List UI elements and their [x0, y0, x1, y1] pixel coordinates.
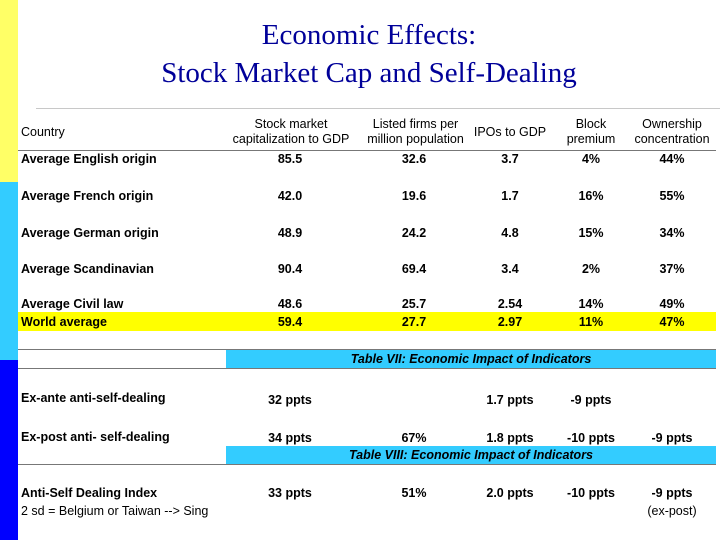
impact-row-label: Ex-post anti- self-dealing — [21, 430, 170, 444]
cell-own: 47% — [659, 315, 685, 329]
header-block-line2: premium — [566, 132, 616, 146]
row-label-world-average: World average — [21, 315, 107, 329]
header-block-line1: Block — [575, 117, 607, 131]
header-stock-cap: Stock market capitalization to GDP — [226, 117, 356, 147]
sidebar-yellow-stripe — [0, 0, 18, 182]
cell-stock-cap: 48.9 — [277, 226, 303, 240]
table8-band — [226, 446, 716, 464]
cell-listed: 24.2 — [401, 226, 427, 240]
header-ownership: Ownership concentration — [628, 117, 716, 147]
cell-stock-cap: 42.0 — [277, 189, 303, 203]
table7-title: Table VII: Economic Impact of Indicators — [350, 352, 592, 366]
impact-cell-ipos: 1.7 ppts — [486, 393, 534, 407]
cell-block: 2% — [581, 262, 601, 276]
data-table: Country Stock market capitalization to G… — [18, 113, 716, 538]
impact-row-label: Anti-Self Dealing Index — [21, 486, 158, 500]
cell-own: 49% — [659, 297, 685, 311]
slide-title-line2: Stock Market Cap and Self-Dealing — [161, 57, 577, 89]
row-label: Average Scandinavian — [21, 262, 154, 276]
cell-block: 14% — [578, 297, 604, 311]
cell-block: 11% — [578, 315, 604, 329]
table7-band — [226, 350, 716, 368]
header-ipos: IPOs to GDP — [473, 125, 547, 139]
impact-cell-listed: 51% — [401, 486, 427, 500]
impact-cell-ipos: 1.8 ppts — [486, 431, 534, 445]
table8-rule — [18, 464, 716, 465]
cell-ipos: 2.97 — [497, 315, 523, 329]
title-divider — [36, 108, 720, 109]
header-listed-line1: Listed firms per — [372, 117, 459, 131]
impact-cell-stock-cap: 32 ppts — [268, 393, 312, 407]
cell-ipos: 3.4 — [501, 262, 519, 276]
slide-title-line1: Economic Effects: — [261, 19, 477, 51]
index-note: 2 sd = Belgium or Taiwan --> Sing — [21, 504, 209, 518]
cell-ipos: 1.7 — [501, 189, 519, 203]
cell-stock-cap: 85.5 — [277, 152, 303, 166]
header-block-premium: Block premium — [558, 117, 624, 147]
row-label: Average Civil law — [21, 297, 124, 311]
impact-cell-block: -10 ppts — [567, 486, 615, 500]
cell-stock-cap: 90.4 — [277, 262, 303, 276]
section-rule — [18, 349, 716, 350]
row-label: Average German origin — [21, 226, 159, 240]
header-own-line2: concentration — [634, 132, 710, 146]
slide-title: Economic Effects: Stock Market Cap and S… — [18, 16, 720, 92]
header-country: Country — [21, 125, 65, 139]
table7-rule — [18, 368, 716, 369]
cell-listed: 32.6 — [401, 152, 427, 166]
cell-ipos: 2.54 — [497, 297, 523, 311]
header-own-line1: Ownership — [642, 117, 702, 131]
impact-cell-own: -9 ppts — [651, 486, 693, 500]
cell-stock-cap: 59.4 — [277, 315, 303, 329]
header-rule — [18, 150, 716, 151]
cell-own: 34% — [659, 226, 685, 240]
impact-cell-block: -10 ppts — [567, 431, 615, 445]
cell-listed: 69.4 — [401, 262, 427, 276]
cell-block: 15% — [578, 226, 604, 240]
world-average-highlight — [18, 312, 716, 331]
cell-ipos: 4.8 — [501, 226, 519, 240]
impact-cell-stock-cap: 34 ppts — [268, 431, 312, 445]
cell-own: 37% — [659, 262, 685, 276]
table8-title: Table VIII: Economic Impact of Indicator… — [348, 448, 594, 462]
cell-block: 4% — [581, 152, 601, 166]
sidebar-blue-stripe — [0, 360, 18, 540]
sidebar-cyan-stripe — [0, 182, 18, 360]
cell-own: 44% — [659, 152, 685, 166]
row-label: Average English origin — [21, 152, 157, 166]
cell-listed: 19.6 — [401, 189, 427, 203]
impact-cell-block: -9 ppts — [570, 393, 612, 407]
index-own-note: (ex-post) — [647, 504, 697, 518]
cell-own: 55% — [659, 189, 685, 203]
cell-ipos: 3.7 — [501, 152, 519, 166]
cell-block: 16% — [578, 189, 604, 203]
impact-cell-listed: 67% — [401, 431, 427, 445]
impact-cell-ipos: 2.0 ppts — [486, 486, 534, 500]
cell-listed: 27.7 — [401, 315, 427, 329]
header-listed-line2: million population — [367, 132, 464, 146]
impact-cell-stock-cap: 33 ppts — [268, 486, 312, 500]
header-stock-cap-line1: Stock market — [254, 117, 328, 131]
impact-row-label: Ex-ante anti-self-dealing — [21, 391, 166, 405]
header-stock-cap-line2: capitalization to GDP — [232, 132, 350, 146]
row-label: Average French origin — [21, 189, 154, 203]
impact-cell-own: -9 ppts — [651, 431, 693, 445]
header-listed-firms: Listed firms per million population — [363, 117, 468, 147]
cell-listed: 25.7 — [401, 297, 427, 311]
cell-stock-cap: 48.6 — [277, 297, 303, 311]
